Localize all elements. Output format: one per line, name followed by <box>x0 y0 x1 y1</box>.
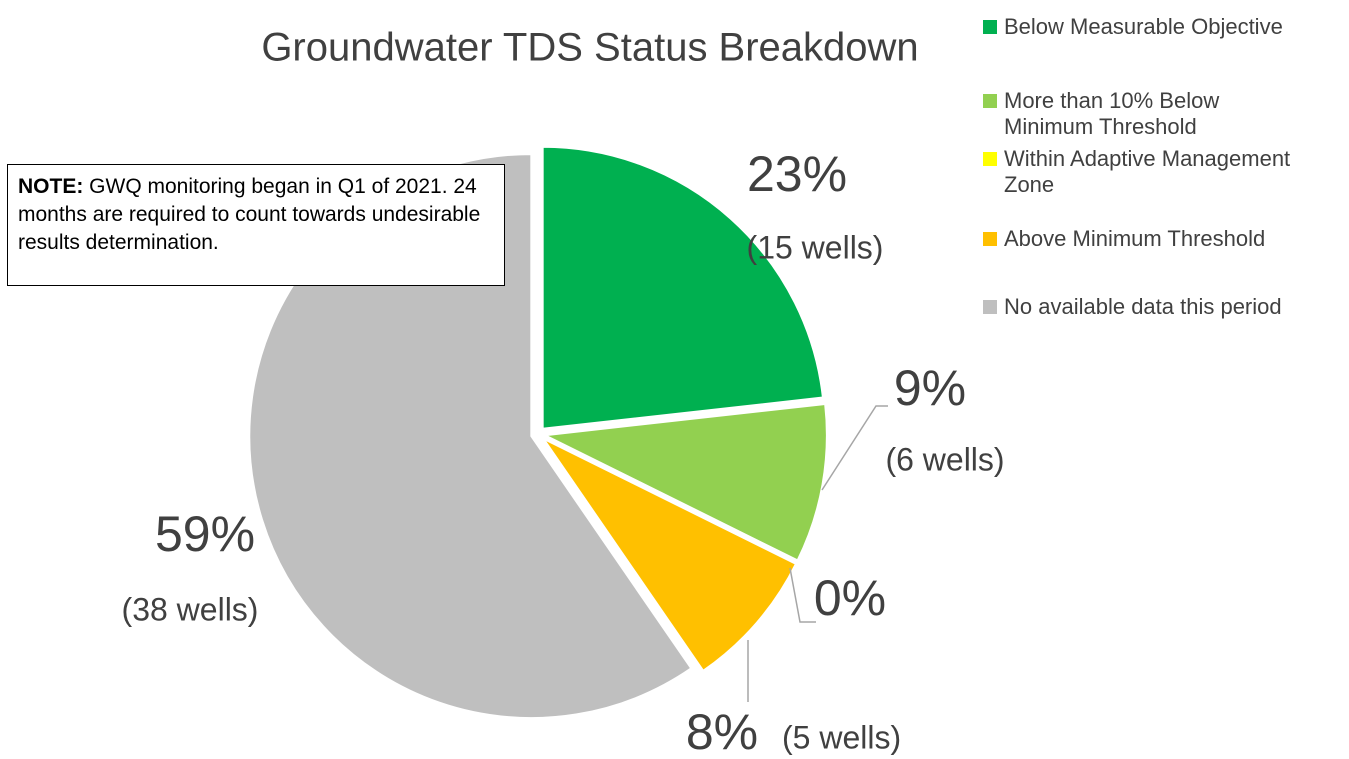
legend-item: More than 10% Below Minimum Threshold <box>983 88 1343 140</box>
leader-line <box>789 567 816 623</box>
legend-swatch <box>983 20 997 34</box>
legend-label: More than 10% Below Minimum Threshold <box>1004 88 1220 139</box>
pie-slice <box>543 436 798 564</box>
leader-line <box>821 405 888 491</box>
legend-item: Within Adaptive Management Zone <box>983 146 1343 198</box>
legend-label: Below Measurable Objective <box>1004 14 1283 39</box>
value-label: 0% <box>814 570 886 626</box>
value-label: 23% <box>747 146 847 202</box>
legend-item: No available data this period <box>983 294 1343 320</box>
well-label: (38 wells) <box>122 591 259 627</box>
note-label: NOTE: <box>18 175 84 198</box>
legend-item: Above Minimum Threshold <box>983 226 1343 252</box>
well-label: (6 wells) <box>885 441 1004 477</box>
legend-swatch <box>983 232 997 246</box>
legend-label: Within Adaptive Management Zone <box>1004 146 1291 197</box>
well-label: (15 wells) <box>747 229 884 265</box>
legend-label: No available data this period <box>1004 294 1282 319</box>
value-label: 59% <box>155 506 255 562</box>
legend-label: Above Minimum Threshold <box>1004 226 1266 251</box>
legend-swatch <box>983 94 997 108</box>
note-text: GWQ monitoring began in Q1 of 2021. 24 m… <box>18 175 481 254</box>
legend-item: Below Measurable Objective <box>983 14 1343 40</box>
chart-title: Groundwater TDS Status Breakdown <box>261 26 918 70</box>
value-label: 8% <box>686 704 758 759</box>
pie-slice <box>540 435 798 673</box>
well-label: (5 wells) <box>782 719 901 755</box>
legend-swatch <box>983 300 997 314</box>
legend-swatch <box>983 152 997 166</box>
note-box: NOTE: GWQ monitoring began in Q1 of 2021… <box>7 164 505 286</box>
value-label: 9% <box>894 360 966 416</box>
pie-slice <box>541 145 825 430</box>
pie-slice <box>541 402 828 562</box>
